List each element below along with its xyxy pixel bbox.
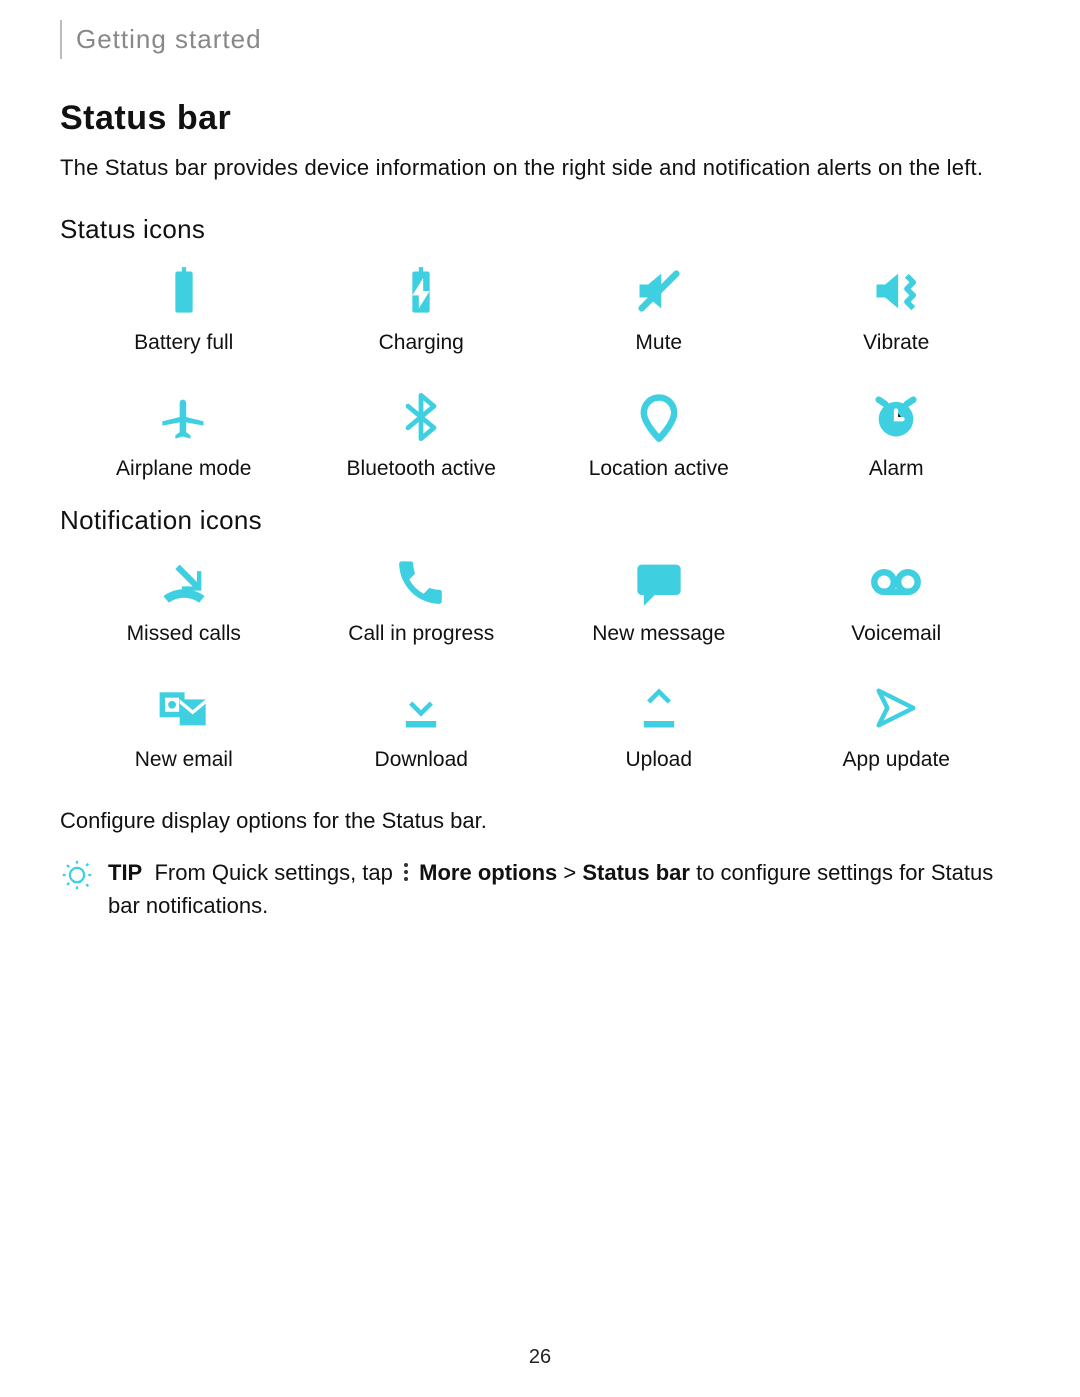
bluetooth-icon <box>308 387 536 447</box>
icon-label: Bluetooth active <box>308 457 536 481</box>
tip-text: TIP From Quick settings, tap More option… <box>108 856 1020 922</box>
tip-status-bar: Status bar <box>582 860 690 885</box>
mute-icon <box>545 261 773 321</box>
icon-label: Airplane mode <box>70 457 298 481</box>
icon-label: Missed calls <box>70 622 298 646</box>
alarm-icon <box>783 387 1011 447</box>
icon-label: Mute <box>545 331 773 355</box>
charging-icon <box>308 261 536 321</box>
config-note: Configure display options for the Status… <box>60 808 1020 834</box>
status-icons-grid: Battery full Charging Mute Vibrate Airplane … <box>70 261 1010 481</box>
icon-cell: Charging <box>308 261 536 355</box>
new-email-icon <box>70 678 298 738</box>
icon-cell: App update <box>783 678 1011 772</box>
icon-label: Location active <box>545 457 773 481</box>
section-title: Status bar <box>60 99 1020 138</box>
icon-label: Battery full <box>70 331 298 355</box>
notification-icons-grid: Missed calls Call in progress New message V… <box>70 552 1010 772</box>
icon-cell: Upload <box>545 678 773 772</box>
icon-cell: Mute <box>545 261 773 355</box>
tip-text-before: From Quick settings, tap <box>154 860 392 885</box>
icon-label: Call in progress <box>308 622 536 646</box>
section-intro: The Status bar provides device informati… <box>60 152 1020 184</box>
new-message-icon <box>545 552 773 612</box>
icon-cell: New email <box>70 678 298 772</box>
breadcrumb-container: Getting started <box>60 20 1020 59</box>
airplane-icon <box>70 387 298 447</box>
voicemail-icon <box>783 552 1011 612</box>
location-icon <box>545 387 773 447</box>
status-icons-heading: Status icons <box>60 214 1020 245</box>
page-number: 26 <box>0 1346 1080 1369</box>
call-in-progress-icon <box>308 552 536 612</box>
download-icon <box>308 678 536 738</box>
icon-cell: Airplane mode <box>70 387 298 481</box>
icon-label: Download <box>308 748 536 772</box>
lightbulb-icon <box>60 856 94 901</box>
icon-cell: Alarm <box>783 387 1011 481</box>
icon-cell: Bluetooth active <box>308 387 536 481</box>
notification-icons-heading: Notification icons <box>60 505 1020 536</box>
icon-label: New email <box>70 748 298 772</box>
icon-cell: Location active <box>545 387 773 481</box>
icon-label: Voicemail <box>783 622 1011 646</box>
icon-label: Charging <box>308 331 536 355</box>
icon-label: Alarm <box>783 457 1011 481</box>
missed-call-icon <box>70 552 298 612</box>
vibrate-icon <box>783 261 1011 321</box>
icon-cell: Call in progress <box>308 552 536 646</box>
icon-cell: Voicemail <box>783 552 1011 646</box>
icon-cell: Battery full <box>70 261 298 355</box>
icon-cell: Vibrate <box>783 261 1011 355</box>
tip-label: TIP <box>108 860 142 885</box>
upload-icon <box>545 678 773 738</box>
battery-full-icon <box>70 261 298 321</box>
icon-label: Vibrate <box>783 331 1011 355</box>
more-options-icon <box>401 862 411 882</box>
tip-more-options: More options <box>419 860 557 885</box>
icon-cell: Download <box>308 678 536 772</box>
tip-sep: > <box>563 860 576 885</box>
icon-label: App update <box>783 748 1011 772</box>
icon-label: New message <box>545 622 773 646</box>
breadcrumb: Getting started <box>76 24 1020 55</box>
app-update-icon <box>783 678 1011 738</box>
tip-row: TIP From Quick settings, tap More option… <box>60 856 1020 922</box>
icon-cell: Missed calls <box>70 552 298 646</box>
icon-label: Upload <box>545 748 773 772</box>
page: Getting started Status bar The Status ba… <box>0 0 1080 1397</box>
icon-cell: New message <box>545 552 773 646</box>
